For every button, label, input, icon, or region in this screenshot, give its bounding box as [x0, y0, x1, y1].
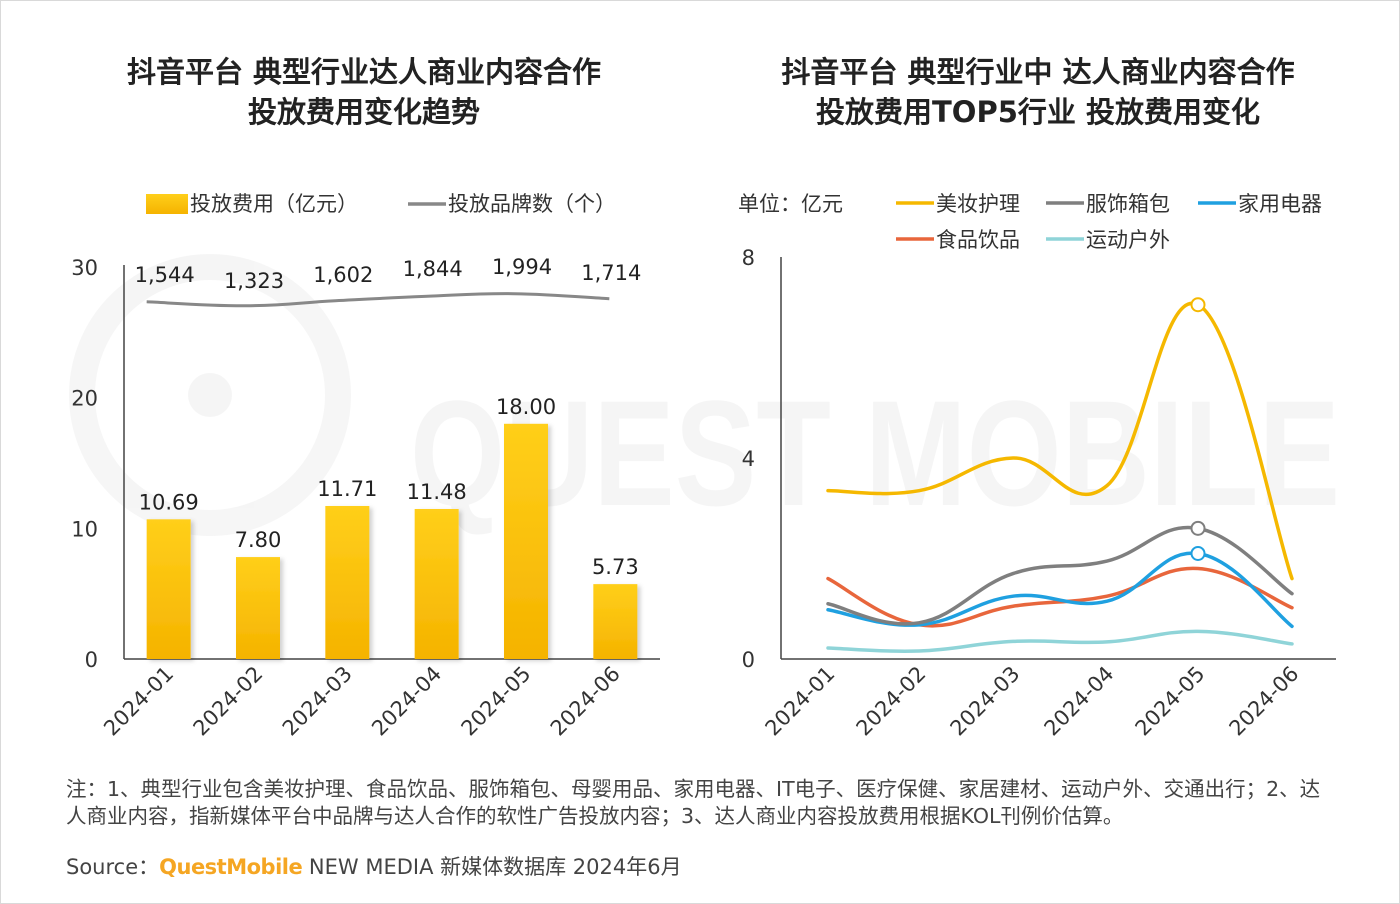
right-y-tick-label: 0 — [742, 648, 755, 672]
series-line-运动户外 — [826, 629, 1294, 653]
source-label: Source： — [66, 855, 160, 879]
left-y-tick-label: 10 — [71, 517, 98, 541]
peak-marker-家用电器 — [1190, 545, 1206, 561]
right-x-tick-label: 2024-02 — [852, 662, 931, 741]
series-line-服饰箱包 — [826, 525, 1294, 626]
left-x-tick-label: 2024-06 — [546, 662, 625, 741]
legend-label-服饰箱包: 服饰箱包 — [1086, 192, 1170, 216]
left-chart-title: 抖音平台 典型行业达人商业内容合作 投放费用变化趋势 — [44, 52, 684, 132]
brand-count-label: 1,323 — [224, 269, 284, 293]
left-x-tick-label: 2024-02 — [189, 662, 268, 741]
svg-text:QUEST MOBILE: QUEST MOBILE — [410, 369, 1340, 537]
brand-count-label: 1,602 — [313, 263, 373, 287]
right-x-tick-label: 2024-03 — [946, 662, 1025, 741]
bar-value-label: 11.71 — [317, 477, 377, 501]
legend-label-运动户外: 运动户外 — [1086, 228, 1170, 252]
bar-2024-02 — [236, 557, 280, 659]
left-x-tick-label: 2024-05 — [457, 662, 536, 741]
unit-label: 单位：亿元 — [738, 192, 843, 216]
legend-label-食品饮品: 食品饮品 — [936, 228, 1020, 252]
bar-2024-04 — [414, 508, 459, 659]
left-x-tick-label: 2024-01 — [99, 662, 178, 741]
right-y-tick-label: 8 — [742, 246, 755, 270]
left-y-tick-label: 20 — [71, 387, 98, 411]
bar-2024-03 — [325, 505, 370, 659]
bar-2024-05 — [504, 423, 548, 659]
legend-bar-label: 投放费用（亿元） — [190, 192, 358, 216]
series-line-美妆护理 — [826, 301, 1294, 581]
right-x-tick-label: 2024-05 — [1131, 662, 1210, 741]
legend-line-label: 投放品牌数（个） — [448, 192, 616, 216]
source-brand: QuestMobile — [159, 855, 303, 879]
series-line-食品饮品 — [826, 566, 1294, 628]
peak-marker-服饰箱包 — [1190, 520, 1206, 536]
peak-marker-美妆护理 — [1190, 297, 1206, 313]
watermark-logo: QUEST MOBILE — [69, 254, 1340, 537]
brand-count-label: 1,994 — [492, 255, 552, 279]
brand-count-line — [146, 292, 610, 308]
legend-bar-swatch — [146, 194, 188, 214]
bar-value-label: 5.73 — [592, 555, 639, 579]
source-line: Source：QuestMobile NEW MEDIA 新媒体数据库 2024… — [66, 853, 682, 881]
left-title-line1: 抖音平台 典型行业达人商业内容合作 — [126, 55, 602, 89]
right-y-tick-label: 4 — [742, 447, 755, 471]
bar-value-label: 10.69 — [139, 490, 199, 514]
right-x-tick-label: 2024-01 — [761, 662, 840, 741]
bar-value-label: 18.00 — [496, 395, 556, 419]
left-title-line2: 投放费用变化趋势 — [247, 95, 480, 129]
right-x-tick-label: 2024-06 — [1225, 662, 1304, 741]
brand-count-label: 1,844 — [403, 257, 463, 281]
bar-2024-06 — [593, 584, 638, 659]
left-y-tick-label: 30 — [71, 256, 98, 280]
brand-count-label: 1,714 — [581, 261, 641, 285]
series-line-家用电器 — [826, 551, 1294, 629]
footnote: 注：1、典型行业包含美妆护理、食品饮品、服饰箱包、母婴用品、家用电器、IT电子、… — [66, 777, 1321, 828]
bar-value-label: 7.80 — [235, 528, 282, 552]
bar-2024-01 — [146, 519, 191, 659]
left-x-tick-label: 2024-04 — [367, 662, 446, 741]
source-rest: NEW MEDIA 新媒体数据库 2024年6月 — [302, 855, 682, 879]
right-chart-title: 抖音平台 典型行业中 达人商业内容合作 投放费用TOP5行业 投放费用变化 — [718, 52, 1358, 132]
right-title-line1: 抖音平台 典型行业中 达人商业内容合作 — [781, 55, 1295, 89]
right-x-tick-label: 2024-04 — [1040, 662, 1119, 741]
right-title-line2: 投放费用TOP5行业 投放费用变化 — [816, 95, 1260, 129]
legend-label-家用电器: 家用电器 — [1238, 192, 1322, 216]
legend-label-美妆护理: 美妆护理 — [936, 192, 1020, 216]
left-y-tick-label: 0 — [85, 648, 98, 672]
left-x-tick-label: 2024-03 — [278, 662, 357, 741]
brand-count-label: 1,544 — [135, 263, 195, 287]
bar-value-label: 11.48 — [407, 480, 467, 504]
